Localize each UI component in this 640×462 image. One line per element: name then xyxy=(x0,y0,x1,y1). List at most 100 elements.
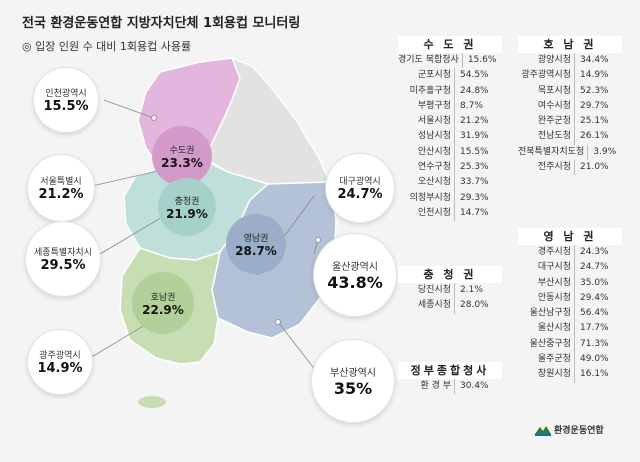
city-name: 부산광역시 xyxy=(330,368,376,379)
table-row: 전남도청 26.1% xyxy=(518,129,622,145)
row-value: 2.1% xyxy=(460,285,483,295)
table-row: 안동시청 29.4% xyxy=(518,290,622,307)
logo-icon xyxy=(535,425,551,436)
row-value: 24.8% xyxy=(460,85,489,96)
table-row: 창원시청 16.1% xyxy=(518,367,622,383)
row-label: 당진시청 xyxy=(398,283,455,299)
row-label: 미추홀구청 xyxy=(398,83,455,99)
row-value: 52.3% xyxy=(580,85,609,96)
row-label: 광양시청 xyxy=(518,53,575,69)
city-sejong: 세종특별자치시 29.5% xyxy=(26,222,100,296)
row-value: 17.7% xyxy=(580,323,609,334)
table-row: 울산시청 17.7% xyxy=(518,321,622,337)
region-yeongnam: 영남권 28.7% xyxy=(226,214,286,274)
row-label: 안동시청 xyxy=(518,290,575,307)
table-row: 광주광역시청 14.9% xyxy=(518,68,622,84)
region-chungcheong: 충청권 21.9% xyxy=(158,178,216,236)
city-incheon: 인천광역시 15.5% xyxy=(34,68,98,132)
region-name: 수도권 xyxy=(169,145,195,156)
table-row: 부산시청 35.0% xyxy=(518,275,622,291)
row-value: 24.3% xyxy=(580,247,609,257)
table-row: 경주시청 24.3% xyxy=(518,245,622,261)
table-row: 울산중구청 71.3% xyxy=(518,336,622,353)
table-row: 성남시청 31.9% xyxy=(398,129,502,145)
logo-text: 환경운동연합 xyxy=(554,426,604,436)
table-header: 영 남 권 xyxy=(518,228,622,245)
row-label: 부평구청 xyxy=(398,98,455,115)
table-row: 목포시청 52.3% xyxy=(518,83,622,99)
table-header: 호 남 권 xyxy=(518,36,622,53)
row-label: 대구시청 xyxy=(518,260,575,276)
table-row: 울주군청 49.0% xyxy=(518,352,622,368)
row-value: 29.4% xyxy=(580,292,609,303)
row-label: 경주시청 xyxy=(518,245,575,261)
row-value: 33.7% xyxy=(460,177,489,188)
city-name: 울산광역시 xyxy=(332,262,378,273)
region-value: 22.9% xyxy=(142,302,184,317)
table-header: 정부종합청사 xyxy=(398,362,502,379)
table-gov: 정부종합청사 환 경 부 30.4% xyxy=(398,362,502,395)
row-value: 71.3% xyxy=(580,338,609,349)
row-value: 8.7% xyxy=(460,100,483,111)
logo: 환경운동연합 xyxy=(535,423,604,436)
table-yeongnam: 영 남 권 경주시청 24.3% 대구시청 24.7% 부산시청 35.0% 안동시청 29.4… xyxy=(518,228,622,383)
table-row: 인천시청 14.7% xyxy=(398,205,502,222)
row-label: 세종시청 xyxy=(398,298,455,314)
region-name: 영남권 xyxy=(243,233,269,244)
table-row: 부평구청 8.7% xyxy=(398,98,502,115)
row-value: 14.7% xyxy=(460,207,489,218)
city-value: 15.5% xyxy=(43,99,89,114)
row-label: 여수시청 xyxy=(518,98,575,115)
row-label: 부산시청 xyxy=(518,275,575,291)
row-value: 28.0% xyxy=(460,300,489,311)
city-name: 광주광역시 xyxy=(39,351,81,361)
row-value: 25.1% xyxy=(580,116,609,127)
row-label: 환 경 부 xyxy=(398,379,455,395)
row-label: 완주군청 xyxy=(518,114,575,130)
region-honam: 호남권 22.9% xyxy=(132,272,194,334)
row-value: 35.0% xyxy=(580,277,609,288)
row-value: 15.6% xyxy=(467,55,497,65)
table-row: 전북특별자치도청 3.9% xyxy=(518,144,622,161)
row-value: 54.5% xyxy=(460,70,489,81)
table-row: 의정부시청 29.3% xyxy=(398,190,502,206)
row-label: 울산중구청 xyxy=(518,336,575,353)
city-seoul: 서울특별시 21.2% xyxy=(28,155,94,221)
table-row: 당진시청 2.1% xyxy=(398,283,502,299)
table-row: 연수구청 25.3% xyxy=(398,160,502,176)
table-row: 안산시청 15.5% xyxy=(398,144,502,161)
row-label: 목포시청 xyxy=(518,83,575,99)
row-value: 26.1% xyxy=(580,131,609,142)
row-label: 성남시청 xyxy=(398,129,455,145)
row-value: 56.4% xyxy=(580,308,609,319)
region-value: 23.3% xyxy=(161,155,203,170)
row-label: 전주시청 xyxy=(518,160,575,176)
row-value: 29.3% xyxy=(460,192,489,203)
table-row: 완주군청 25.1% xyxy=(518,114,622,130)
row-value: 14.9% xyxy=(580,70,609,81)
city-gwangju: 광주광역시 14.9% xyxy=(28,330,92,394)
row-label: 전북특별자치도청 xyxy=(518,144,589,161)
table-row: 경기도 북합청사 15.6% xyxy=(398,53,502,69)
city-value: 29.5% xyxy=(40,258,86,273)
row-value: 29.7% xyxy=(580,100,609,111)
jeju-island xyxy=(138,396,166,408)
city-value: 24.7% xyxy=(337,187,383,202)
row-label: 울산남구청 xyxy=(518,306,575,322)
row-value: 15.5% xyxy=(460,146,489,157)
table-chungcheong: 충 청 권 당진시청 2.1% 세종시청 28.0% xyxy=(398,266,502,314)
table-row: 대구시청 24.7% xyxy=(518,260,622,276)
row-value: 3.9% xyxy=(593,146,617,157)
table-row: 세종시청 28.0% xyxy=(398,298,502,314)
row-label: 광주광역시청 xyxy=(518,68,575,84)
region-value: 28.7% xyxy=(235,243,277,258)
table-row: 환 경 부 30.4% xyxy=(398,379,502,395)
city-value: 43.8% xyxy=(327,273,383,292)
row-label: 안산시청 xyxy=(398,144,455,161)
row-value: 49.0% xyxy=(580,354,609,365)
city-ulsan: 울산광역시 43.8% xyxy=(314,234,396,316)
table-row: 군포시청 54.5% xyxy=(398,68,502,84)
row-label: 서울시청 xyxy=(398,114,455,130)
region-name: 호남권 xyxy=(150,292,176,303)
row-value: 25.3% xyxy=(460,162,489,173)
